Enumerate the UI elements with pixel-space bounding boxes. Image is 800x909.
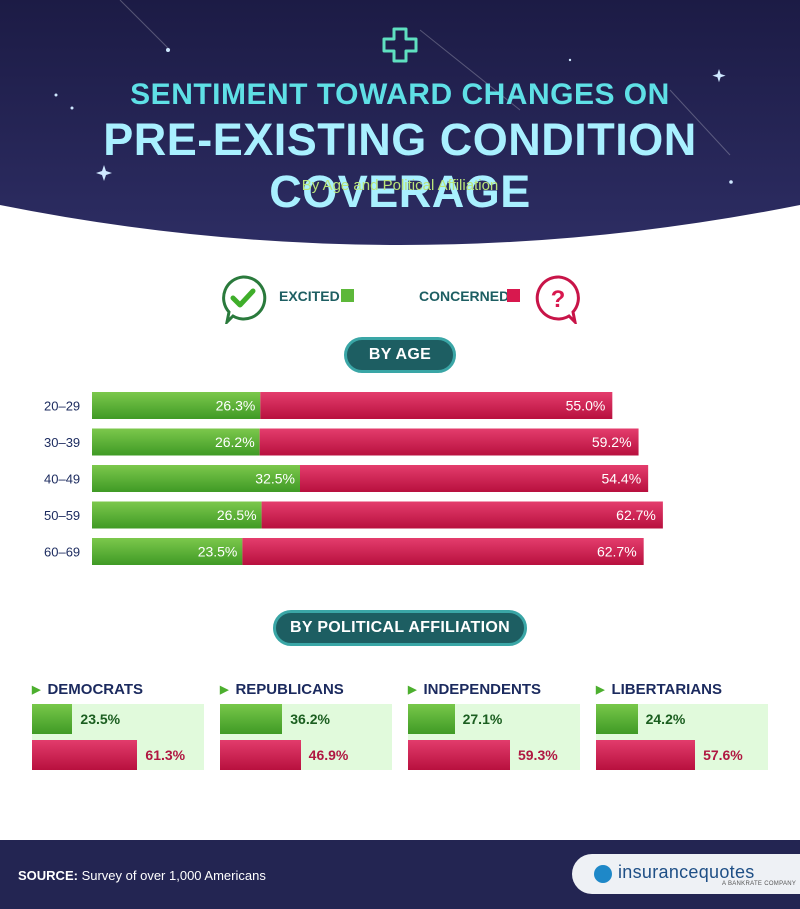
party-heading: ▶ INDEPENDENTS — [408, 678, 580, 700]
triangle-bullet-icon: ▶ — [220, 683, 229, 696]
age-bar-concerned — [259, 428, 639, 456]
party-value-excited: 36.2% — [290, 711, 330, 727]
party-bar-box: 36.2% 46.9% — [220, 704, 392, 770]
age-value-label-excited: 26.2% — [215, 434, 255, 450]
triangle-bullet-icon: ▶ — [596, 683, 605, 696]
age-category-label: 60–69 — [44, 545, 80, 560]
party-name: DEMOCRATS — [47, 680, 144, 698]
party-value-concerned: 57.6% — [703, 747, 743, 763]
party-group: ▶ INDEPENDENTS 27.1% 59.3% — [408, 678, 580, 770]
triangle-bullet-icon: ▶ — [408, 683, 417, 696]
party-value-concerned: 46.9% — [308, 747, 349, 763]
party-bar-box: 23.5% 61.3% — [32, 704, 204, 770]
party-bar-excited — [220, 704, 283, 734]
svg-text:?: ? — [551, 286, 566, 313]
party-value-concerned: 59.3% — [517, 747, 558, 763]
brand-logo[interactable]: insurancequotes A BANKRATE COMPANY — [572, 854, 800, 894]
title-line-1: SENTIMENT TOWARD CHANGES ON — [130, 78, 670, 111]
party-heading: ▶ DEMOCRATS — [32, 678, 204, 700]
party-group: ▶ LIBERTARIANS 24.2% 57.6% — [596, 678, 768, 770]
footer: SOURCE: Survey of over 1,000 Americans i… — [0, 840, 800, 909]
party-heading: ▶ REPUBLICANS — [220, 678, 392, 700]
party-bar-excited — [408, 704, 455, 734]
age-value-label-excited: 23.5% — [198, 544, 238, 560]
age-value-label-concerned: 55.0% — [566, 398, 606, 414]
age-bar-excited — [92, 538, 243, 565]
party-value-concerned: 61.3% — [145, 747, 186, 763]
age-value-label-excited: 26.3% — [216, 398, 256, 414]
party-value-excited: 27.1% — [462, 711, 503, 727]
medical-plus-icon — [382, 27, 418, 63]
party-bar-concerned — [596, 740, 696, 770]
party-name: INDEPENDENTS — [423, 680, 541, 698]
triangle-bullet-icon: ▶ — [32, 683, 41, 696]
party-bar-concerned — [32, 740, 138, 770]
age-bar-concerned — [261, 501, 663, 529]
age-bar-excited — [92, 428, 260, 456]
age-bar-excited — [92, 465, 300, 492]
header-banner: SENTIMENT TOWARD CHANGES ON PRE-EXISTING… — [0, 0, 800, 270]
subtitle: By Age and Political Affiliation — [301, 177, 499, 194]
party-bar-concerned — [408, 740, 510, 770]
age-bar-chart: 20–29 26.3% 55.0% 30–39 26.2% 59.2% 40–49 32.5%… — [44, 392, 663, 565]
age-category-label: 30–39 — [44, 435, 80, 450]
age-bar-excited — [92, 392, 261, 419]
legend-excited-swatch — [341, 289, 354, 302]
age-bar-concerned — [300, 465, 649, 492]
source-text: Survey of over 1,000 Americans — [77, 868, 266, 883]
checkmark-bubble-icon — [222, 275, 267, 324]
age-value-label-concerned: 59.2% — [592, 434, 632, 450]
party-group: ▶ REPUBLICANS 36.2% 46.9% — [220, 678, 392, 770]
legend-concerned-label: CONCERNED — [419, 288, 510, 304]
party-name: LIBERTARIANS — [611, 680, 723, 698]
party-name: REPUBLICANS — [235, 680, 344, 698]
party-bar-excited — [32, 704, 73, 734]
party-value-excited: 23.5% — [80, 711, 121, 727]
section-pill-by-age: BY AGE — [344, 337, 456, 373]
logo-subtext: A BANKRATE COMPANY — [722, 881, 797, 887]
age-category-label: 40–49 — [44, 472, 80, 487]
legend-excited-label: EXCITED — [279, 288, 340, 304]
age-value-label-concerned: 62.7% — [616, 507, 656, 523]
header-background — [0, 0, 800, 245]
party-bar-box: 24.2% 57.6% — [596, 704, 768, 770]
age-bar-concerned — [242, 538, 644, 565]
title-line-2: PRE-EXISTING CONDITION COVERAGE — [103, 114, 697, 217]
section-pill-by-political: BY POLITICAL AFFILIATION — [273, 610, 527, 646]
source-note: SOURCE: Survey of over 1,000 Americans — [18, 868, 266, 883]
age-value-label-excited: 26.5% — [217, 507, 257, 523]
party-bar-box: 27.1% 59.3% — [408, 704, 580, 770]
legend: EXCITED CONCERNED ? — [0, 270, 800, 325]
party-value-excited: 24.2% — [645, 711, 686, 727]
party-heading: ▶ LIBERTARIANS — [596, 678, 768, 700]
party-bar-excited — [596, 704, 638, 734]
age-value-label-concerned: 54.4% — [601, 471, 641, 487]
legend-concerned-swatch — [507, 289, 520, 302]
party-group: ▶ DEMOCRATS 23.5% 61.3% — [32, 678, 204, 770]
logo-text: insurancequotes — [618, 862, 755, 882]
age-category-label: 20–29 — [44, 399, 80, 414]
source-label: SOURCE: — [18, 868, 78, 883]
age-value-label-concerned: 62.7% — [597, 544, 637, 560]
age-bar-excited — [92, 501, 262, 529]
age-category-label: 50–59 — [44, 508, 80, 523]
age-value-label-excited: 32.5% — [255, 471, 295, 487]
question-bubble-icon: ? — [535, 275, 580, 324]
age-bar-concerned — [260, 392, 613, 419]
party-bar-concerned — [220, 740, 301, 770]
logo-mark-icon — [594, 865, 612, 883]
